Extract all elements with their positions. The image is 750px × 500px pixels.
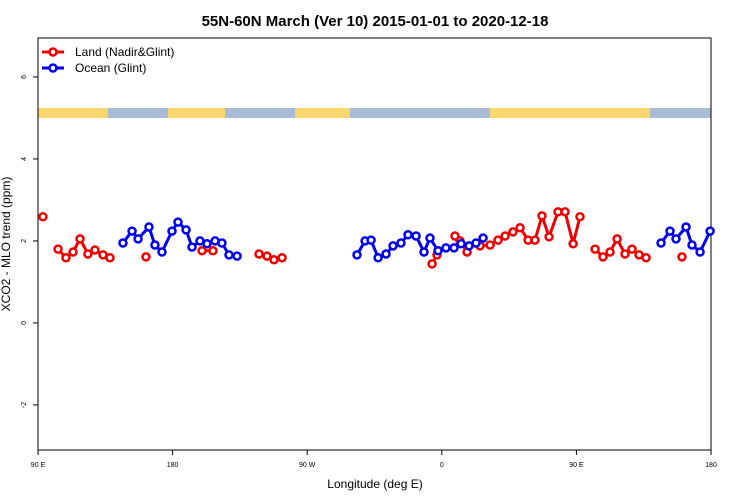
point — [656, 238, 666, 248]
point — [269, 255, 279, 265]
point — [232, 251, 242, 261]
point — [433, 246, 443, 256]
point — [105, 252, 115, 263]
point — [427, 259, 437, 269]
point — [157, 247, 167, 257]
point — [68, 247, 78, 257]
y-tick-label: 4 — [21, 157, 28, 161]
y-tick-label: 6 — [21, 75, 28, 79]
point — [627, 244, 637, 254]
point — [575, 211, 585, 222]
map-strip — [38, 108, 711, 118]
map-water — [108, 108, 168, 118]
point — [485, 240, 495, 250]
point — [187, 242, 197, 252]
y-tick-label: 2 — [21, 239, 28, 243]
point — [515, 223, 525, 233]
point — [202, 239, 212, 249]
point — [118, 238, 128, 248]
point — [695, 247, 705, 257]
point — [373, 252, 383, 263]
x-tick-label: 0 — [440, 462, 444, 469]
chart-title: 55N-60N March (Ver 10) 2015-01-01 to 202… — [202, 13, 549, 30]
point — [144, 222, 154, 232]
point — [500, 231, 510, 241]
point — [262, 251, 272, 261]
point — [127, 226, 137, 236]
point — [471, 238, 481, 248]
point — [381, 249, 391, 259]
point — [441, 243, 451, 253]
point — [419, 247, 429, 257]
plot-frame — [37, 37, 712, 451]
point — [352, 250, 362, 260]
point — [75, 234, 85, 244]
point — [425, 233, 435, 243]
point — [681, 222, 691, 232]
point — [508, 227, 518, 237]
point — [254, 249, 264, 259]
point — [665, 226, 675, 236]
point — [560, 207, 570, 217]
legend-label: Ocean (Glint) — [75, 61, 146, 75]
point — [396, 238, 406, 248]
x-tick-label: 90 W — [299, 462, 316, 469]
point — [598, 252, 608, 262]
map-water — [650, 108, 711, 118]
legend-point — [48, 63, 58, 73]
point — [530, 235, 540, 245]
point — [53, 244, 63, 254]
point — [38, 211, 48, 222]
x-tick-label: 180 — [167, 462, 179, 469]
point — [544, 232, 554, 242]
point — [224, 250, 234, 260]
point — [612, 234, 622, 244]
legend-label: Land (Nadir&Glint) — [75, 45, 174, 59]
y-axis-label: XCO2 - MLO trend (ppm) — [0, 177, 13, 312]
point — [478, 233, 488, 243]
point — [493, 235, 503, 245]
point — [61, 252, 71, 263]
point — [217, 238, 227, 248]
map-water — [350, 108, 490, 118]
point — [388, 241, 398, 251]
x-axis-label: Longitude (deg E) — [327, 477, 422, 491]
map-water — [225, 108, 295, 118]
legend-point — [48, 47, 58, 57]
x-tick-label: 180 — [705, 462, 717, 469]
point — [150, 240, 160, 250]
point — [705, 226, 715, 236]
point — [590, 244, 600, 254]
point — [133, 234, 143, 244]
point — [141, 252, 151, 262]
point — [403, 230, 413, 240]
point — [641, 252, 651, 263]
point — [677, 252, 687, 262]
point — [411, 231, 421, 241]
point — [83, 249, 93, 259]
y-tick-label: 0 — [21, 321, 28, 325]
point — [605, 247, 615, 257]
point — [366, 235, 376, 245]
point — [181, 225, 191, 235]
point — [277, 252, 287, 263]
point — [167, 226, 177, 236]
point — [671, 234, 681, 244]
y-tick-label: -2 — [21, 402, 28, 408]
x-tick-label: 90 E — [31, 462, 46, 469]
point — [620, 249, 630, 259]
x-tick-label: 90 E — [569, 462, 584, 469]
point — [456, 239, 466, 249]
point — [687, 240, 697, 250]
point — [197, 246, 207, 256]
point — [173, 217, 183, 227]
point — [449, 243, 459, 253]
point — [208, 246, 218, 256]
point — [537, 211, 547, 221]
point — [90, 245, 100, 255]
point — [568, 239, 578, 249]
